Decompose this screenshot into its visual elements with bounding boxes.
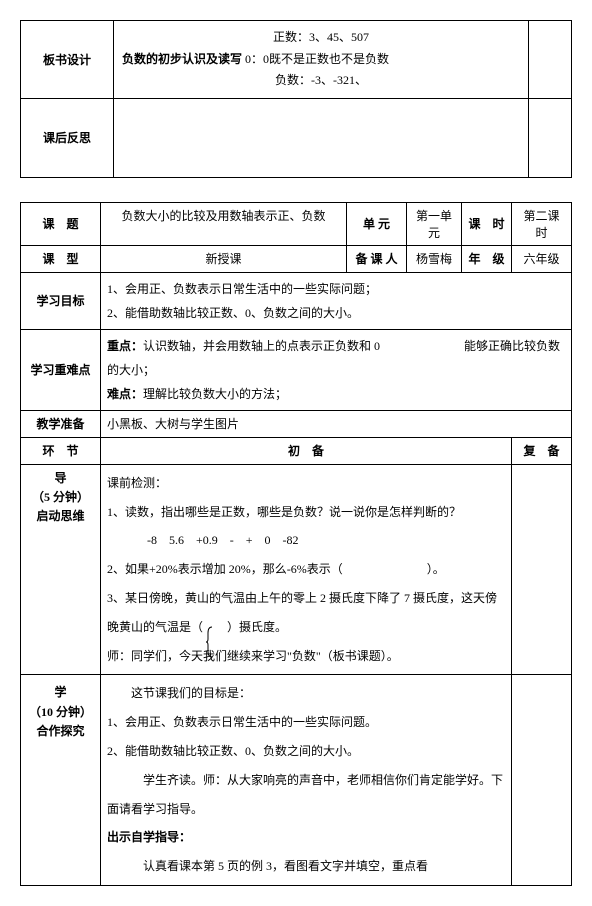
banshu-line1: 正数：3、45、507: [122, 27, 520, 49]
content-xue: 这节课我们的目标是： 1、会用正、负数表示日常生活中的一些实际问题。 2、能借助…: [101, 675, 512, 886]
content-dao: 课前检测： 1、读数，指出哪些是正数，哪些是负数？说一说你是怎样判断的？ -8 …: [101, 464, 512, 675]
zhongnan-2a: 难点：: [107, 387, 143, 401]
v-danyuan: 第一单元: [407, 202, 462, 245]
xue-c1: 这节课我们的目标是：: [107, 679, 505, 708]
row-zhongnan: 学习重难点 重点：认识数轴，并会用数轴上的点表示正负数和 0 能够正确比较负数的…: [21, 329, 572, 410]
h-mubiao: 学习目标: [21, 272, 101, 329]
zhongnan-1b: 认识数轴，并会用数轴上的点表示正负数和 0 能够正确比较负数的大小；: [107, 339, 560, 377]
mubiao-2: 2、能借助数轴比较正数、0、负数之间的大小。: [107, 301, 565, 325]
xue-l2: （10 分钟）: [27, 703, 94, 722]
row-dao: 导 （5 分钟） 启动思维 课前检测： 1、读数，指出哪些是正数，哪些是负数？说…: [21, 464, 572, 675]
dao-l1: 导: [27, 469, 94, 488]
h-kexing: 课 型: [21, 245, 101, 272]
dao-l2: （5 分钟）: [27, 488, 94, 507]
banshu-line2-bold: 负数的初步认识及读写: [122, 52, 242, 66]
v-zhunbei: 小黑板、大树与学生图片: [101, 410, 572, 437]
dao-c5: 3、某日傍晚，黄山的气温由上午的零上 2 摄氏度下降了 7 摄氏度，这天傍晚黄山…: [107, 584, 505, 642]
h-beikeren: 备 课 人: [347, 245, 407, 272]
cell-fansi-content: [114, 98, 529, 177]
dao-c6: 师：同学们，今天我们继续来学习"负数"（板书课题）。: [107, 642, 505, 671]
dao-c5a: 3、某日傍晚，黄山的气温由上午的零上 2 摄氏度下降了 7 摄氏度，这天傍晚黄山…: [107, 591, 497, 634]
table-lesson: 课 题 负数大小的比较及用数轴表示正、负数 单 元 第一单元 课 时 第二课时 …: [20, 202, 572, 886]
table-banshu: 板书设计 正数：3、45、507 负数的初步认识及读写 0：0既不是正数也不是负…: [20, 20, 572, 178]
v-nianji: 六年级: [512, 245, 572, 272]
mubiao-1: 1、会用正、负数表示日常生活中的一些实际问题；: [107, 277, 565, 301]
xue-c6: 认真看课本第 5 页的例 3，看图看文字并填空，重点看: [107, 852, 505, 881]
cell-banshu-content: 正数：3、45、507 负数的初步认识及读写 0：0既不是正数也不是负数 负数：…: [114, 21, 529, 99]
xue-l3: 合作探究: [27, 722, 94, 741]
xue-c5: 出示自学指导：: [107, 823, 505, 852]
v-mubiao: 1、会用正、负数表示日常生活中的一些实际问题； 2、能借助数轴比较正数、0、负数…: [101, 272, 572, 329]
v-keshi: 第二课时: [512, 202, 572, 245]
h-huanjie: 环 节: [21, 437, 101, 464]
label-xue: 学 （10 分钟） 合作探究: [21, 675, 101, 886]
zhongnan-1a: 重点：: [107, 339, 143, 353]
label-fansi: 课后反思: [21, 98, 114, 177]
h-keshi: 课 时: [462, 202, 512, 245]
dao-c4: 2、如果+20%表示增加 20%，那么-6%表示（ ）。: [107, 555, 505, 584]
v-keti: 负数大小的比较及用数轴表示正、负数: [101, 202, 347, 245]
fansi-side: [529, 98, 572, 177]
dao-c2: 1、读数，指出哪些是正数，哪些是负数？说一说你是怎样判断的？: [107, 498, 505, 527]
dao-l3: 启动思维: [27, 507, 94, 526]
fubei-dao: [512, 464, 572, 675]
row-kexing: 课 型 新授课 备 课 人 杨雪梅 年 级 六年级: [21, 245, 572, 272]
banshu-line3: 负数：-3、-321、: [122, 70, 520, 92]
row-huanjie-header: 环 节 初 备 复 备: [21, 437, 572, 464]
xue-c2: 1、会用正、负数表示日常生活中的一些实际问题。: [107, 708, 505, 737]
banshu-side: [529, 21, 572, 99]
label-banshu: 板书设计: [21, 21, 114, 99]
row-zhunbei: 教学准备 小黑板、大树与学生图片: [21, 410, 572, 437]
label-dao: 导 （5 分钟） 启动思维: [21, 464, 101, 675]
fubei-xue: [512, 675, 572, 886]
dao-c3: -8 5.6 +0.9 - + 0 -82: [107, 526, 505, 555]
zhongnan-2: 难点：理解比较负数大小的方法；: [107, 382, 565, 406]
v-beikeren: 杨雪梅: [407, 245, 462, 272]
h-chubei: 初 备: [101, 437, 512, 464]
v-kexing: 新授课: [101, 245, 347, 272]
v-zhongnan: 重点：认识数轴，并会用数轴上的点表示正负数和 0 能够正确比较负数的大小； 难点…: [101, 329, 572, 410]
dao-c5b: ）摄氏度。: [227, 620, 287, 634]
banshu-line2: 负数的初步认识及读写 0：0既不是正数也不是负数: [122, 49, 520, 71]
h-nianji: 年 级: [462, 245, 512, 272]
dao-c1: 课前检测：: [107, 469, 505, 498]
row-banshu: 板书设计 正数：3、45、507 负数的初步认识及读写 0：0既不是正数也不是负…: [21, 21, 572, 99]
h-danyuan: 单 元: [347, 202, 407, 245]
xue-c4: 学生齐读。师：从大家响亮的声音中，老师相信你们肯定能学好。下面请看学习指导。: [107, 766, 505, 824]
xue-l1: 学: [27, 683, 94, 702]
h-zhunbei: 教学准备: [21, 410, 101, 437]
row-fansi: 课后反思: [21, 98, 572, 177]
xue-c3: 2、能借助数轴比较正数、0、负数之间的大小。: [107, 737, 505, 766]
banshu-line2-rest: 0：0既不是正数也不是负数: [242, 52, 389, 66]
h-zhongnan: 学习重难点: [21, 329, 101, 410]
zhongnan-2b: 理解比较负数大小的方法；: [143, 387, 287, 401]
h-keti: 课 题: [21, 202, 101, 245]
zhongnan-1: 重点：认识数轴，并会用数轴上的点表示正负数和 0 能够正确比较负数的大小；: [107, 334, 565, 382]
row-mubiao: 学习目标 1、会用正、负数表示日常生活中的一些实际问题； 2、能借助数轴比较正数…: [21, 272, 572, 329]
row-keti: 课 题 负数大小的比较及用数轴表示正、负数 单 元 第一单元 课 时 第二课时: [21, 202, 572, 245]
row-xue: 学 （10 分钟） 合作探究 这节课我们的目标是： 1、会用正、负数表示日常生活…: [21, 675, 572, 886]
h-fubei: 复 备: [512, 437, 572, 464]
